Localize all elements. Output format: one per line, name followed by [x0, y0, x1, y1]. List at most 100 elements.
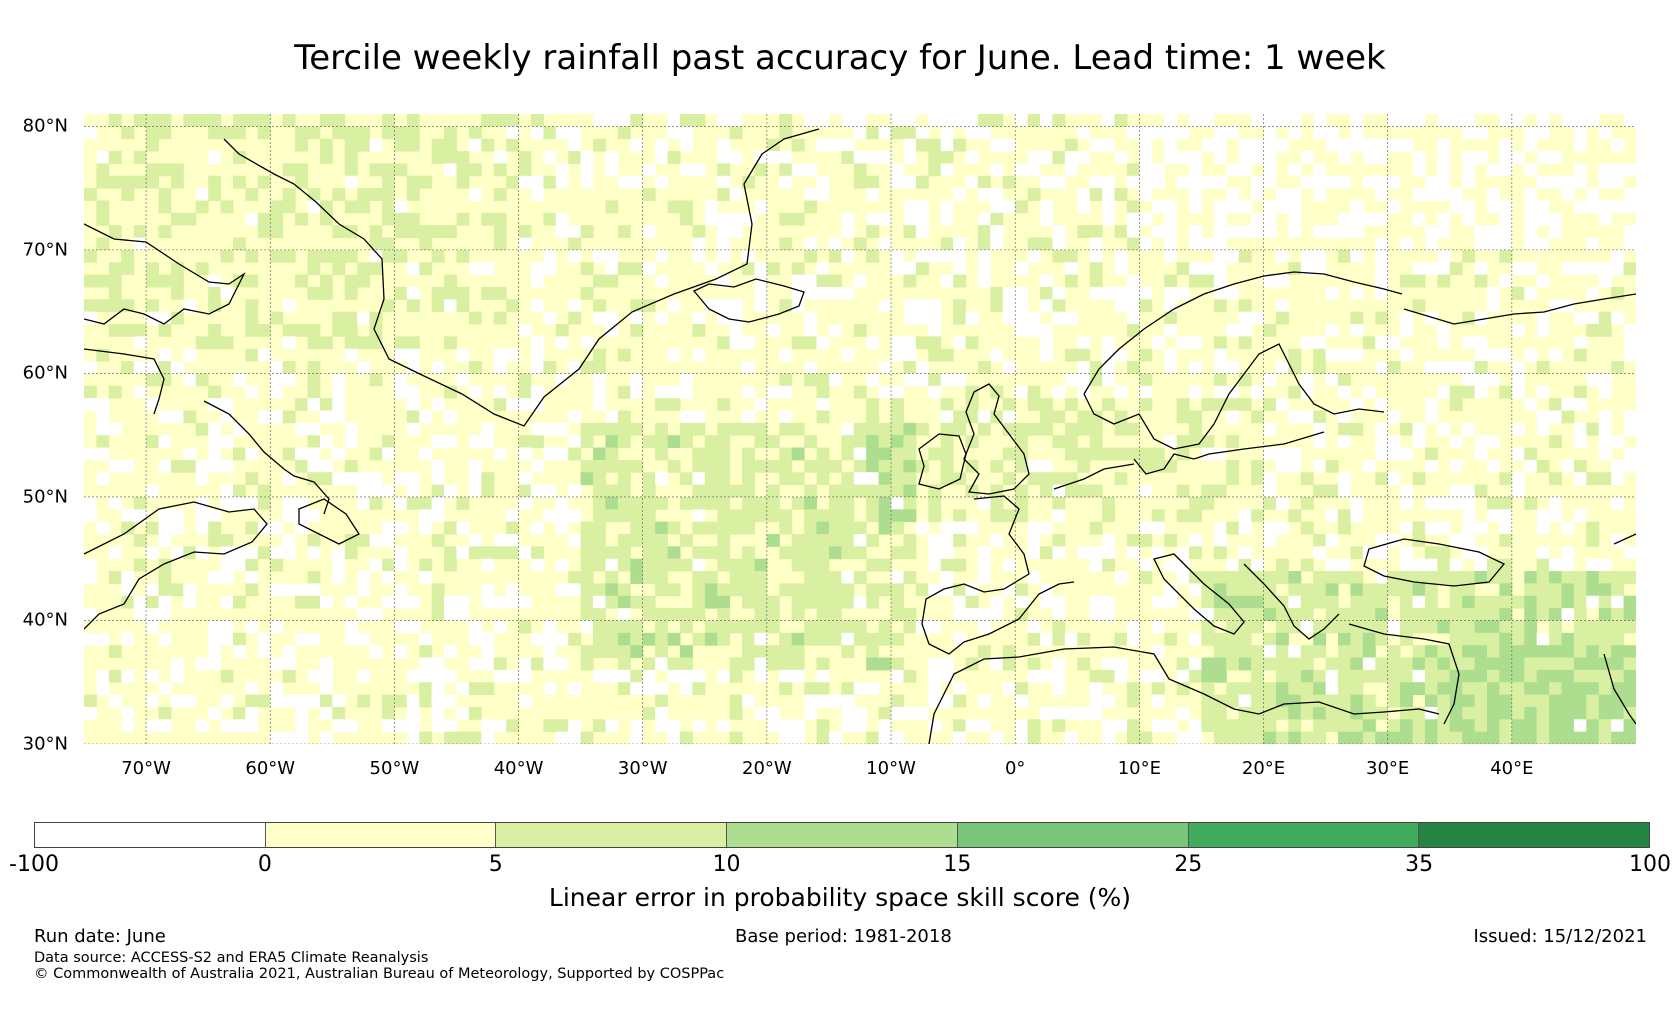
- skill-cell: [1027, 385, 1041, 399]
- skill-cell: [1238, 608, 1252, 621]
- skill-cell: [1300, 472, 1314, 486]
- skill-cell: [779, 521, 793, 535]
- skill-cell: [965, 398, 979, 411]
- skill-cell: [1362, 336, 1376, 350]
- skill-cell: [431, 657, 445, 671]
- skill-cell: [394, 163, 408, 177]
- skill-cell: [96, 472, 110, 486]
- skill-cell: [667, 398, 681, 411]
- skill-cell: [1387, 583, 1401, 597]
- skill-cell: [1325, 669, 1339, 683]
- skill-cell: [307, 669, 321, 683]
- skill-cell: [841, 595, 855, 609]
- skill-cell: [903, 200, 917, 214]
- skill-cell: [1064, 484, 1078, 498]
- skill-cell: [903, 496, 917, 510]
- skill-cell: [990, 608, 1004, 621]
- skill-cell: [1424, 558, 1438, 572]
- skill-cell: [1325, 286, 1339, 300]
- skill-cell: [655, 571, 669, 584]
- skill-cell: [729, 521, 743, 535]
- skill-cell: [257, 175, 271, 189]
- skill-cell: [679, 385, 693, 399]
- skill-cell: [1027, 546, 1041, 560]
- skill-cell: [1487, 299, 1500, 313]
- skill-cell: [928, 496, 942, 510]
- skill-cell: [357, 571, 371, 584]
- skill-cell: [903, 706, 917, 720]
- skill-cell: [357, 496, 371, 510]
- skill-cell: [84, 608, 97, 621]
- colorbar-tick: 5: [488, 852, 503, 877]
- skill-cell: [915, 361, 929, 374]
- skill-score-map[interactable]: [84, 114, 1636, 744]
- skill-cell: [1437, 225, 1451, 239]
- skill-cell: [158, 188, 172, 201]
- skill-cell: [1189, 496, 1202, 510]
- skill-cell: [717, 114, 731, 127]
- skill-cell: [1611, 435, 1625, 449]
- skill-cell: [468, 163, 482, 177]
- skill-cell: [965, 385, 979, 399]
- skill-cell: [990, 657, 1004, 671]
- skill-cell: [1375, 274, 1389, 288]
- skill-cell: [543, 249, 557, 263]
- skill-cell: [319, 694, 333, 708]
- skill-cell: [1015, 299, 1029, 313]
- skill-cell: [220, 620, 234, 634]
- skill-cell: [1300, 595, 1314, 609]
- skill-cell: [1102, 336, 1116, 350]
- skill-cell: [1263, 163, 1277, 177]
- lat-label: 30°N: [22, 733, 68, 755]
- skill-cell: [593, 484, 606, 498]
- skill-cell: [1462, 496, 1476, 510]
- skill-cell: [307, 249, 321, 263]
- skill-cell: [555, 657, 569, 671]
- skill-cell: [208, 657, 222, 671]
- skill-cell: [1499, 200, 1513, 214]
- skill-cell: [630, 632, 644, 646]
- skill-cell: [1189, 262, 1202, 276]
- skill-cell: [1449, 385, 1463, 399]
- skill-cell: [1213, 175, 1227, 189]
- skill-cell: [481, 645, 495, 659]
- skill-cell: [953, 509, 967, 523]
- skill-cell: [1437, 163, 1451, 177]
- skill-cell: [766, 435, 780, 449]
- skill-cell: [1176, 410, 1190, 424]
- skill-cell: [742, 694, 755, 708]
- skill-cell: [530, 459, 544, 473]
- skill-cell: [1462, 175, 1476, 189]
- skill-cell: [245, 546, 259, 560]
- skill-cell: [1015, 114, 1029, 127]
- skill-cell: [1002, 657, 1016, 671]
- skill-cell: [1487, 706, 1500, 720]
- skill-cell: [1114, 719, 1128, 733]
- skill-cell: [717, 509, 731, 523]
- skill-cell: [394, 558, 408, 572]
- skill-cell: [1524, 595, 1538, 609]
- skill-cell: [617, 546, 631, 560]
- skill-cell: [779, 509, 793, 523]
- skill-cell: [1040, 546, 1053, 560]
- skill-cell: [245, 583, 259, 597]
- skill-cell: [307, 373, 321, 387]
- skill-cell: [630, 496, 644, 510]
- skill-cell: [965, 608, 979, 621]
- skill-cell: [468, 385, 482, 399]
- skill-cell: [518, 472, 532, 486]
- skill-cell: [1598, 608, 1612, 621]
- skill-cell: [1424, 546, 1438, 560]
- skill-cell: [692, 546, 706, 560]
- skill-cell: [282, 336, 296, 350]
- skill-cell: [692, 583, 706, 597]
- skill-cell: [1213, 336, 1227, 350]
- skill-cell: [642, 188, 656, 201]
- skill-cell: [468, 731, 482, 744]
- skill-cell: [493, 657, 507, 671]
- skill-cell: [1462, 163, 1476, 177]
- skill-cell: [1164, 225, 1178, 239]
- skill-cell: [828, 595, 842, 609]
- skill-cell: [990, 286, 1004, 300]
- skill-cell: [1400, 496, 1414, 510]
